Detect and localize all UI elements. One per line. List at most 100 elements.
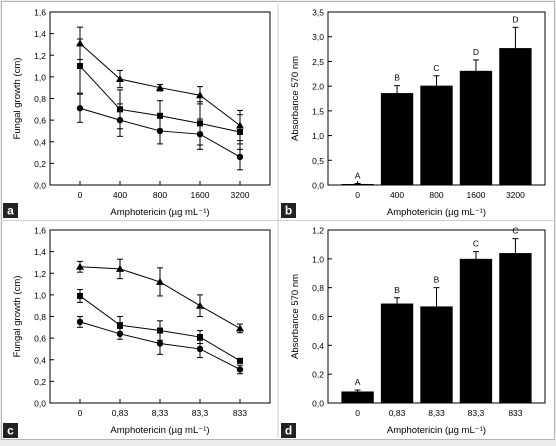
y-tick-label: 1,0: [312, 254, 324, 264]
series-circle: [76, 93, 244, 171]
y-tick-label: 2,0: [312, 82, 324, 92]
y-tick-label: 0,6: [34, 116, 46, 126]
chart-b: 0,0 0,5 1,0 1,5 2,0 2,5 3,0 3,5 0 400 800 1600 3200 A…: [290, 8, 546, 218]
square-point: [237, 357, 243, 364]
x-tick-label: 0: [355, 190, 360, 200]
y-tick-label: 0,5: [312, 156, 324, 166]
y-tick-label: 0,4: [34, 355, 46, 365]
plots-layer: 0,0 0,2 0,4 0,6 0,8 1,0 1,2 1,4 1,6 0 400 800 1600 32…: [12, 8, 546, 436]
panel-letter-b: b: [281, 203, 296, 218]
bar: [459, 258, 493, 403]
significance-letter: C: [512, 226, 518, 236]
bar: [459, 70, 493, 185]
x-tick-label: 400: [113, 190, 127, 200]
triangle-point: [116, 264, 124, 272]
y-tick-label: 1,0: [34, 290, 46, 300]
circle-point: [236, 366, 244, 373]
bar: [499, 253, 532, 403]
circle-point: [116, 330, 124, 337]
y-tick-label: 1,4: [34, 247, 46, 257]
circle-point: [76, 318, 84, 326]
circle-point: [76, 105, 84, 112]
y-tick-label: 0,4: [312, 341, 324, 351]
x-tick-label: 833: [508, 408, 522, 418]
circle-point: [156, 340, 164, 347]
y-axis-label: Fungal growth (cm): [12, 276, 23, 358]
x-axis-label: Amphotericin (µg mL⁻¹): [387, 207, 486, 218]
x-tick-label: 8,33: [152, 408, 169, 418]
circle-point: [116, 116, 124, 124]
y-tick-label: 0,0: [312, 181, 324, 191]
y-tick-label: 0,2: [34, 377, 46, 387]
x-tick-label: 0: [78, 190, 83, 200]
y-axis-label: Fungal growth (cm): [12, 58, 23, 140]
x-tick-label: 800: [153, 190, 167, 200]
x-tick-label: 0,83: [112, 408, 129, 418]
x-tick-label: 0,83: [389, 408, 406, 418]
svg-text:a: a: [7, 204, 14, 218]
significance-letter: B: [394, 285, 400, 295]
x-axis-label: Amphotericin (µg mL⁻¹): [387, 425, 486, 436]
x-tick-label: 800: [429, 190, 443, 200]
circle-point: [196, 345, 204, 353]
x-tick-label: 3200: [506, 190, 525, 200]
y-tick-label: 2,5: [312, 57, 324, 67]
series-circle: [76, 316, 244, 375]
significance-letter: C: [473, 239, 479, 249]
bar: [420, 85, 453, 185]
svg-text:c: c: [7, 424, 14, 438]
x-tick-label: 0: [355, 408, 360, 418]
x-axis-label: Amphotericin (µg mL⁻¹): [110, 207, 209, 218]
x-tick-label: 3200: [231, 190, 250, 200]
significance-letter: B: [434, 275, 440, 285]
panel-letter-a: a: [3, 203, 18, 218]
series-triangle: [76, 258, 244, 334]
y-tick-label: 1,2: [312, 226, 324, 236]
x-tick-label: 83,3: [468, 408, 485, 418]
y-tick-label: 1,0: [312, 131, 324, 141]
y-tick-label: 1,6: [34, 8, 46, 18]
triangle-point: [116, 75, 124, 83]
square-point: [157, 112, 163, 119]
significance-letter: A: [355, 377, 361, 387]
bar: [380, 93, 414, 185]
bar: [499, 48, 532, 185]
square-point: [157, 327, 163, 334]
svg-text:b: b: [285, 204, 292, 218]
significance-letter: C: [433, 63, 439, 73]
square-point: [77, 292, 83, 299]
y-tick-label: 1,4: [34, 29, 46, 39]
triangle-point: [196, 91, 204, 99]
bar: [341, 391, 374, 403]
y-tick-label: 3,0: [312, 32, 324, 42]
triangle-point: [156, 83, 164, 91]
y-tick-label: 1,2: [34, 269, 46, 279]
y-tick-label: 1,5: [312, 106, 324, 116]
y-tick-label: 0,8: [34, 312, 46, 322]
significance-letter: A: [355, 171, 361, 181]
significance-letter: D: [512, 14, 518, 24]
triangle-point: [196, 301, 204, 309]
square-point: [197, 334, 203, 341]
chart-c: 0,0 0,2 0,4 0,6 0,8 1,0 1,2 1,4 1,6 0 0,83 8,33 83,3…: [12, 226, 271, 436]
y-axis-label: Absorbance 570 nm: [290, 274, 301, 359]
significance-letter: B: [394, 73, 400, 83]
svg-text:d: d: [285, 424, 292, 438]
y-tick-label: 1,6: [34, 226, 46, 236]
y-tick-label: 0,6: [312, 312, 324, 322]
square-point: [117, 322, 123, 329]
chart-a: 0,0 0,2 0,4 0,6 0,8 1,0 1,2 1,4 1,6 0 400 800 1600 32…: [12, 8, 271, 218]
x-tick-label: 8,33: [428, 408, 445, 418]
circle-point: [236, 153, 244, 161]
panel-letter-d: d: [281, 423, 296, 438]
y-tick-label: 0,2: [34, 159, 46, 169]
circle-point: [156, 127, 164, 135]
x-axis-label: Amphotericin (µg mL⁻¹): [110, 425, 209, 436]
y-axis-label: Absorbance 570 nm: [290, 56, 301, 141]
x-tick-label: 1600: [191, 190, 210, 200]
circle-point: [196, 130, 204, 138]
y-tick-label: 0,8: [312, 283, 324, 293]
bar: [380, 303, 414, 403]
